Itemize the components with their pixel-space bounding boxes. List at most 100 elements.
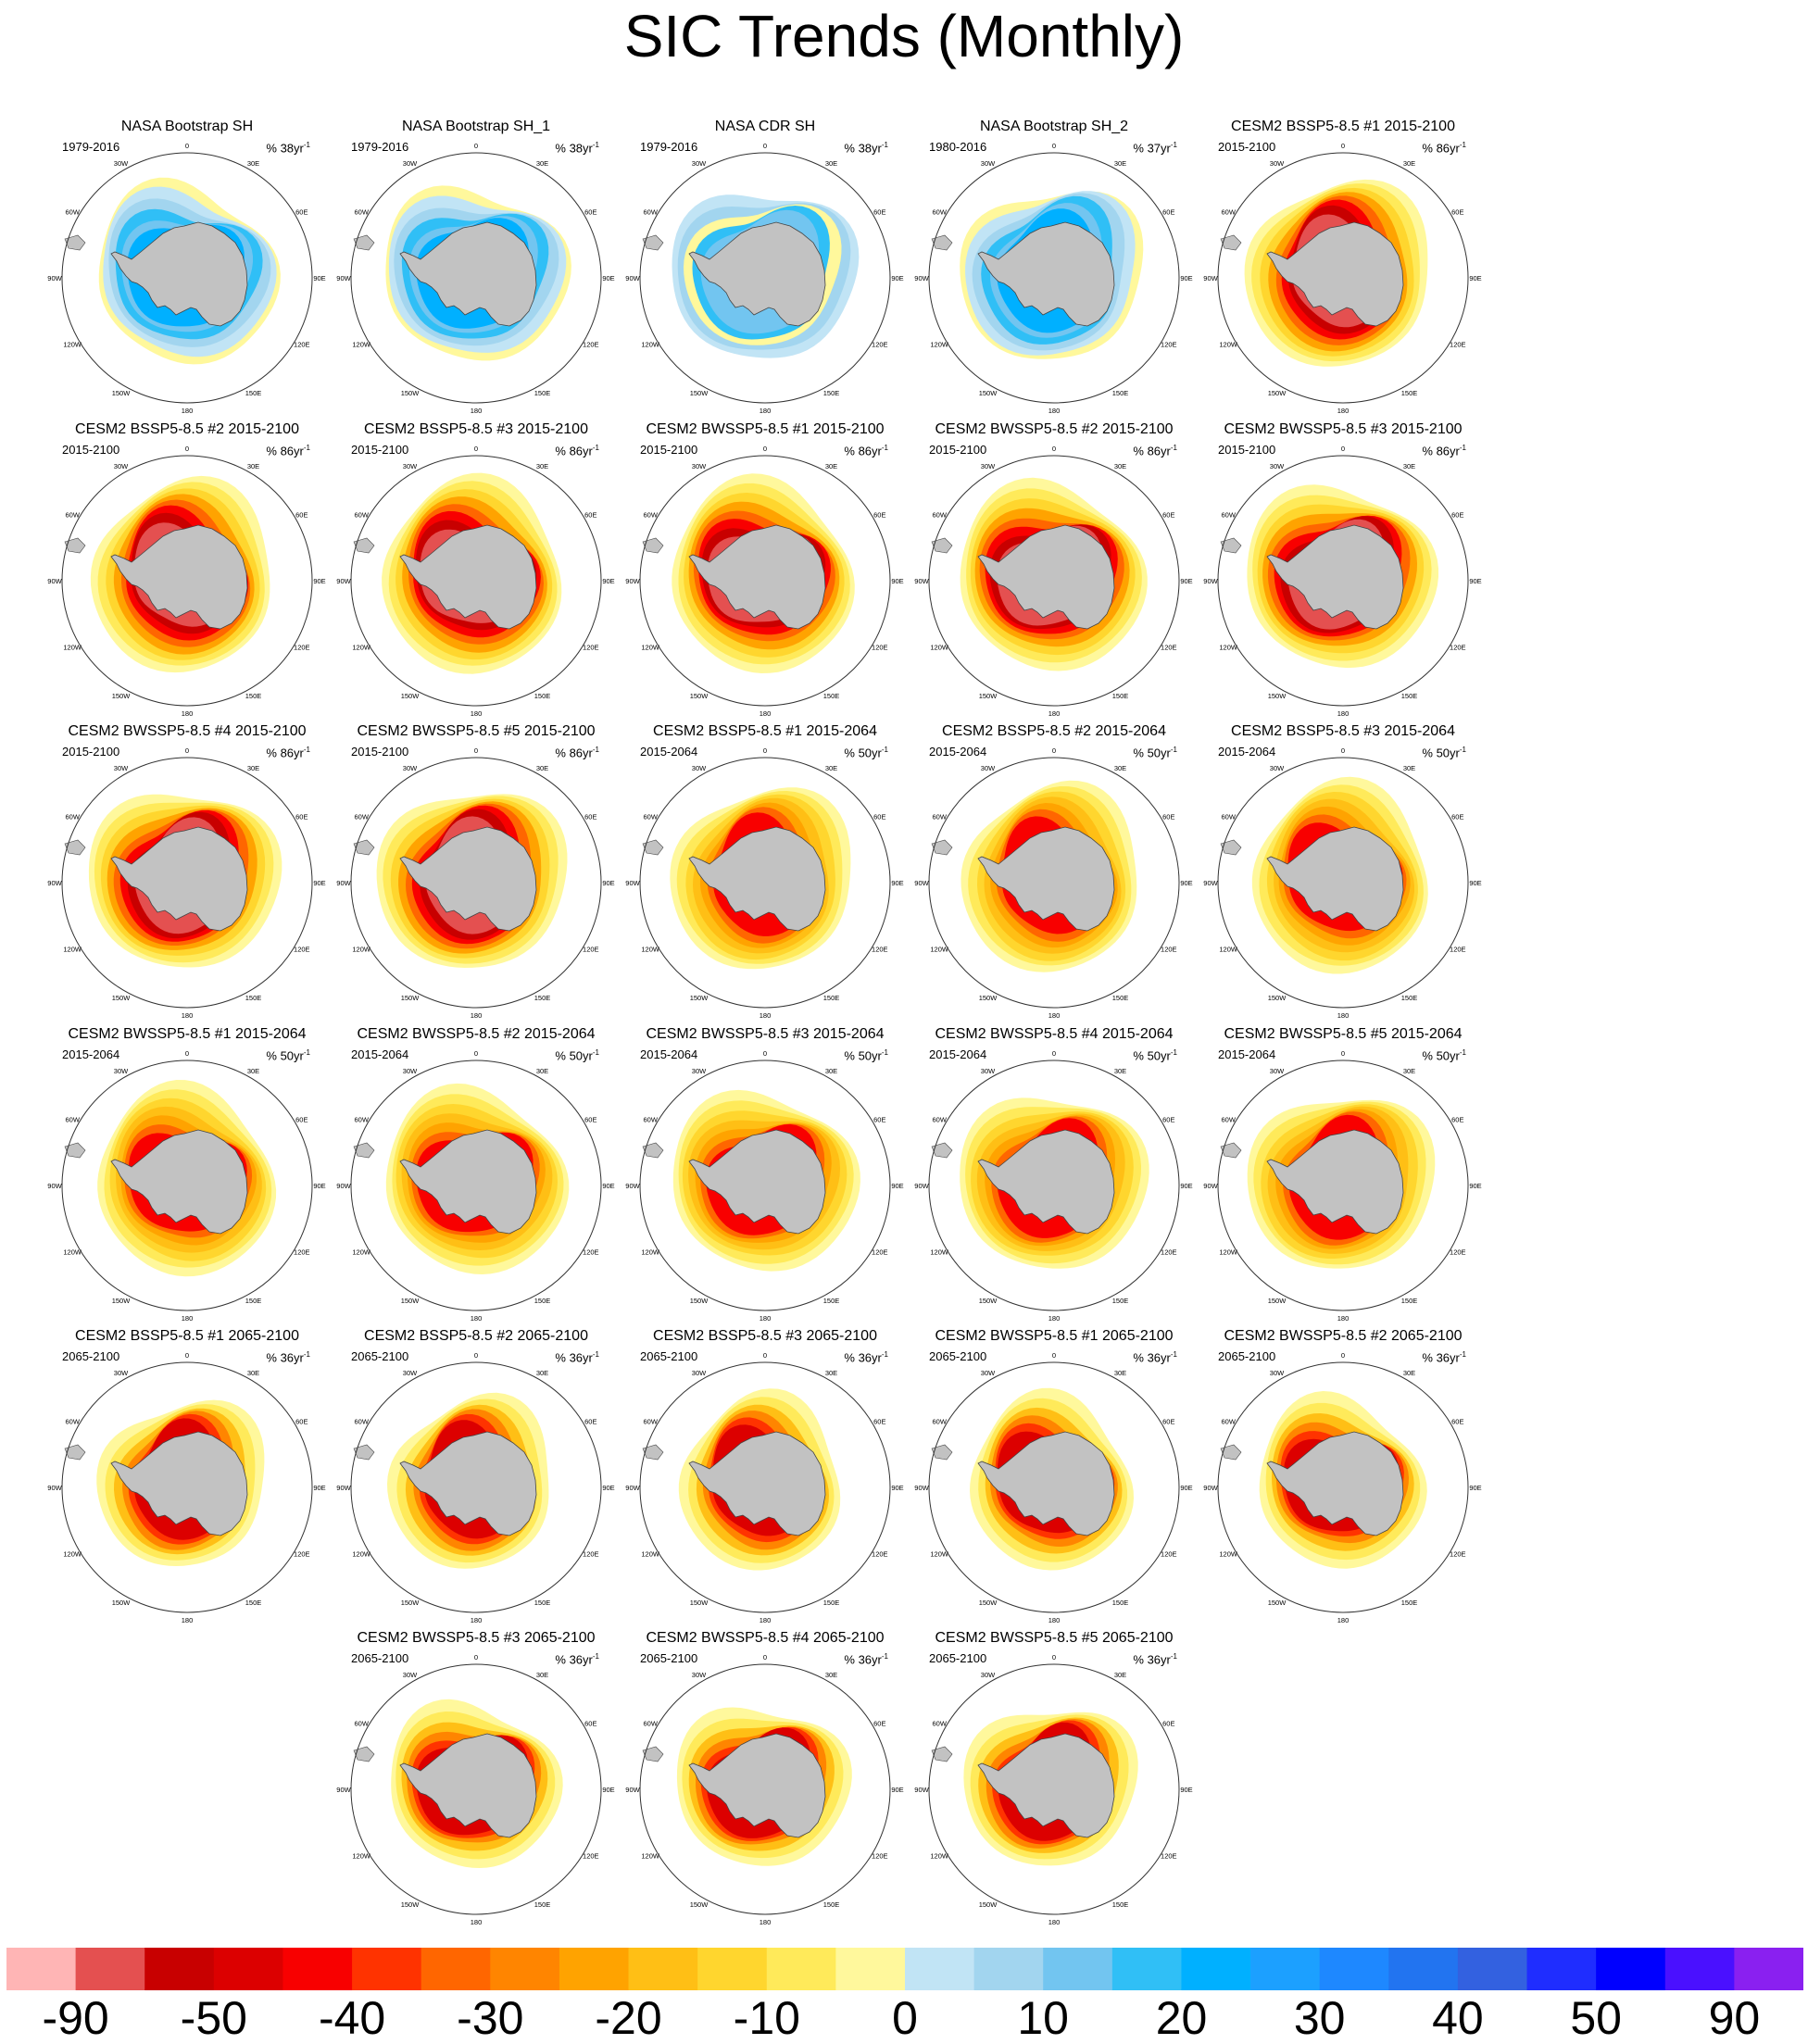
longitude-label: 90E [313,879,325,887]
units-suffix: yr [294,444,304,458]
longitude-label: 150E [245,1599,262,1607]
antarctica-landmass [688,1431,826,1536]
longitude-label: 60E [295,208,308,217]
units-suffix: yr [872,1048,882,1063]
longitude-label: 120E [294,1550,310,1559]
longitude-label: 90W [336,274,351,282]
units-prefix: % [266,1350,281,1365]
colorbar-swatch [1181,1948,1251,1990]
panel-period: 2065-2100 [1218,1349,1276,1363]
map-panel: CESM2 BSSP5-8.5 #3 2015-2100 2015-2100% 8… [333,421,620,718]
units-suffix: yr [1450,746,1460,760]
longitude-label: 150E [245,1297,262,1305]
longitude-label: 90W [1203,577,1218,585]
longitude-label: 150W [112,692,132,700]
polar-map: 0 30E 60E 90E 120E 150E 180 150W 120W 90W 60W 30W [1203,746,1481,1020]
longitude-label: 90W [336,879,351,887]
longitude-label: 150W [979,692,998,700]
units-exponent: -1 [303,444,310,452]
panel-title: CESM2 BWSSP5-8.5 #3 2015-2100 [1224,421,1463,437]
panel-title: CESM2 BWSSP5-8.5 #3 2065-2100 [357,1630,596,1646]
longitude-label: 90E [602,1484,614,1492]
longitude-label: 120E [294,1248,310,1257]
longitude-label: 0 [185,746,189,755]
longitude-label: 0 [1341,142,1345,150]
units-exponent: -1 [1459,444,1466,452]
longitude-label: 180 [1048,1011,1061,1020]
map-boundary-circle [928,152,1180,404]
south-america-tip [1220,839,1242,856]
longitude-label: 90W [47,1484,62,1492]
longitude-label: 180 [1048,1918,1061,1926]
units-prefix: % [555,1048,570,1063]
units-prefix: % [555,746,570,760]
longitude-label: 30W [981,1671,996,1679]
longitude-label: 90W [1203,1182,1218,1190]
longitude-label: 150W [1268,692,1287,700]
map-panel: CESM2 BSSP5-8.5 #1 2065-2100 2065-2100% 3… [44,1328,331,1624]
polar-map: 0 30E 60E 90E 120E 150E 180 150W 120W 90W 60W 30W [625,1049,903,1323]
south-america-tip [353,234,375,251]
units-exponent: -1 [592,1048,599,1057]
longitude-label: 60W [65,511,80,520]
panel-rate: 36 [858,1350,873,1365]
south-america-tip [64,537,86,554]
longitude-label: 30E [247,1369,259,1377]
longitude-label: 30E [1114,462,1126,470]
units-prefix: % [844,444,859,458]
units-suffix: yr [1161,1652,1171,1667]
longitude-label: 150E [245,994,262,1002]
longitude-label: 150E [823,1297,840,1305]
antarctica-landmass [110,524,248,630]
longitude-label: 90W [336,1484,351,1492]
units-suffix: yr [1450,141,1460,156]
antarctica-landmass [1266,1431,1404,1536]
polar-map: 0 30E 60E 90E 120E 150E 180 150W 120W 90W 60W 30W [336,1351,614,1624]
longitude-label: 180 [471,407,483,415]
longitude-label: 60E [1451,511,1463,520]
units-exponent: -1 [881,746,888,754]
panel-period: 2065-2100 [351,1349,409,1363]
longitude-label: 0 [763,1653,767,1662]
longitude-label: 30E [1403,159,1415,168]
longitude-label: 30W [1270,764,1285,772]
longitude-label: 150E [1112,1599,1129,1607]
polar-map: 0 30E 60E 90E 120E 150E 180 150W 120W 90W 60W 30W [914,1653,1192,1926]
colorbar-tick-label: -50 [180,1992,247,2044]
longitude-label: 30W [114,764,129,772]
longitude-label: 120W [1219,644,1238,652]
longitude-label: 90E [602,274,614,282]
longitude-label: 0 [1052,1653,1056,1662]
panel-period: 2065-2100 [640,1651,698,1665]
longitude-label: 120W [352,341,371,349]
colorbar-tick-label: 90 [1708,1992,1761,2044]
longitude-label: 90W [336,1182,351,1190]
longitude-label: 30E [247,1067,259,1075]
antarctica-landmass [977,826,1115,932]
panel-period: 2015-2064 [1218,1047,1276,1061]
polar-map: 0 30E 60E 90E 120E 150E 180 150W 120W 90W 60W 30W [625,142,903,415]
longitude-label: 0 [474,1653,478,1662]
longitude-label: 120W [352,644,371,652]
panel-rate: 86 [1436,444,1450,458]
panel-period: 2065-2100 [62,1349,120,1363]
panel-units: % 50yr-1 [555,1047,599,1062]
colorbar [6,1948,1803,1990]
south-america-tip [1220,1444,1242,1461]
longitude-label: 0 [1341,746,1345,755]
longitude-label: 30W [403,764,418,772]
longitude-label: 90W [625,1182,640,1190]
longitude-label: 120W [930,1248,949,1257]
panel-title: CESM2 BSSP5-8.5 #2 2015-2064 [942,723,1166,739]
panel-title: CESM2 BWSSP5-8.5 #5 2065-2100 [935,1630,1174,1646]
longitude-label: 90E [1180,879,1192,887]
longitude-label: 120W [63,946,82,954]
longitude-label: 90E [1180,577,1192,585]
units-exponent: -1 [303,1350,310,1359]
units-prefix: % [1133,746,1148,760]
antarctica-landmass [110,221,248,327]
longitude-label: 180 [760,1616,772,1624]
colorbar-labels: -90 -50 -40 -30 -20 -10 0 10 20 30 40 50 90 [0,1991,1808,2044]
longitude-label: 90W [625,1484,640,1492]
longitude-label: 30E [1114,764,1126,772]
